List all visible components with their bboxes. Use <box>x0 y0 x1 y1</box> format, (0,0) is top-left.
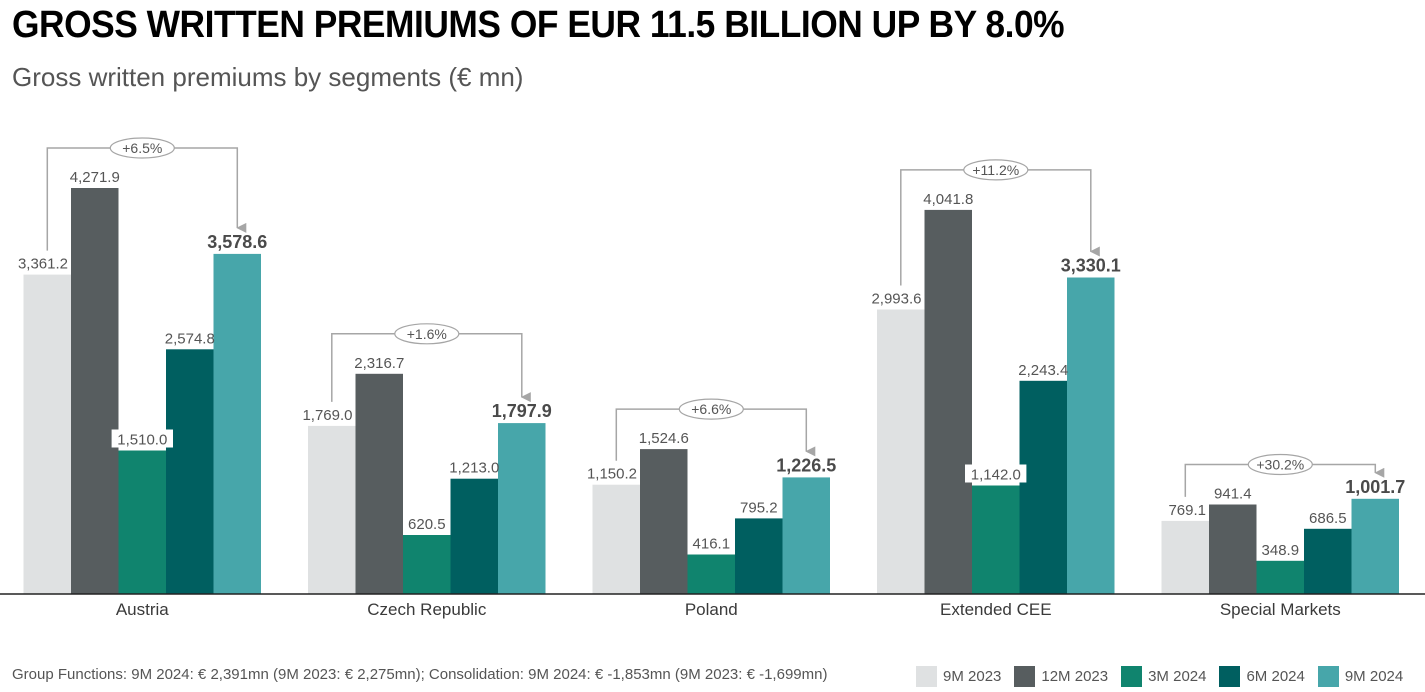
bar-special-markets-6m-2024 <box>1304 528 1352 594</box>
data-label-background <box>111 429 173 448</box>
legend-item-12m-2023: 12M 2023 <box>1014 666 1108 687</box>
bar-special-markets-12m-2023 <box>1209 504 1257 594</box>
data-label: 686.5 <box>1309 510 1347 527</box>
category-label: Special Markets <box>1220 600 1341 619</box>
page-title: GROSS WRITTEN PREMIUMS OF EUR 11.5 BILLI… <box>12 4 1065 46</box>
growth-label: +6.5% <box>122 140 162 156</box>
bar-austria-6m-2024 <box>166 349 214 594</box>
bar-austria-9m-2023 <box>23 274 71 594</box>
legend-item-9m-2024: 9M 2024 <box>1317 666 1404 687</box>
legend-item-9m-2023: 9M 2023 <box>916 666 1001 687</box>
bar-special-markets-9m-2024 <box>1351 498 1399 594</box>
data-label: 769.1 <box>1168 502 1206 519</box>
data-label: 1,142.0 <box>971 467 1021 484</box>
data-label: 4,271.9 <box>70 169 120 186</box>
bar-austria-3m-2024 <box>118 450 166 594</box>
data-label: 941.4 <box>1214 486 1252 503</box>
bar-poland-12m-2023 <box>640 449 688 594</box>
data-label: 2,243.4 <box>1018 362 1068 379</box>
data-label: 620.5 <box>408 516 446 533</box>
data-label-highlight: 1,797.9 <box>492 401 552 421</box>
growth-badge <box>109 137 175 159</box>
bar-extended-cee-3m-2024 <box>972 485 1020 594</box>
data-label: 4,041.8 <box>923 191 973 208</box>
data-label-highlight: 1,226.5 <box>776 455 836 475</box>
bar-czech-republic-6m-2024 <box>450 478 498 594</box>
data-label: 2,316.7 <box>354 355 404 372</box>
chart-subtitle: Gross written premiums by segments (€ mn… <box>12 62 524 92</box>
legend-label: 9M 2024 <box>1344 668 1404 685</box>
bar-extended-cee-6m-2024 <box>1019 380 1067 594</box>
data-label: 1,150.2 <box>587 466 637 483</box>
legend-label: 9M 2023 <box>943 668 1002 685</box>
legend-item-6m-2024: 6M 2024 <box>1219 666 1305 687</box>
bar-czech-republic-9m-2024 <box>498 423 546 594</box>
data-label: 3,361.2 <box>18 256 68 273</box>
bar-austria-9m-2024 <box>213 253 261 594</box>
data-label-background <box>404 514 450 532</box>
data-label: 2,993.6 <box>871 291 921 308</box>
data-label: 416.1 <box>693 536 731 553</box>
growth-label: +11.2% <box>972 162 1019 178</box>
data-label-highlight: 3,578.6 <box>207 232 267 252</box>
data-label-background <box>1257 539 1303 558</box>
category-label: Austria <box>116 600 169 619</box>
data-label: 1,510.0 <box>117 432 167 449</box>
footnote: Group Functions: 9M 2024: € 2,391mn (9M … <box>12 666 828 683</box>
data-label: 1,524.6 <box>639 430 689 447</box>
growth-label: +6.6% <box>691 401 731 417</box>
legend-item-3m-2024: 3M 2024 <box>1121 666 1206 687</box>
category-label: Czech Republic <box>367 600 487 619</box>
data-label: 795.2 <box>740 499 778 516</box>
legend-swatch <box>1317 666 1339 687</box>
growth-badge <box>1247 453 1313 476</box>
legend-swatch <box>1121 666 1143 687</box>
data-label-background <box>688 533 734 552</box>
bar-poland-6m-2024 <box>735 518 783 594</box>
bar-poland-9m-2023 <box>592 484 640 594</box>
data-label: 1,769.0 <box>302 407 352 424</box>
bar-czech-republic-12m-2023 <box>355 373 403 594</box>
legend-label: 3M 2024 <box>1148 668 1207 685</box>
legend-label: 12M 2023 <box>1041 668 1109 685</box>
growth-label: +30.2% <box>1256 457 1304 473</box>
bar-extended-cee-9m-2024 <box>1067 277 1115 594</box>
bar-extended-cee-12m-2023 <box>924 209 972 594</box>
data-label: 1,213.0 <box>449 460 499 477</box>
growth-badge <box>963 159 1029 181</box>
bar-extended-cee-9m-2023 <box>877 309 925 594</box>
bar-czech-republic-9m-2023 <box>308 425 356 594</box>
category-label: Poland <box>685 600 738 619</box>
legend-swatch <box>916 666 937 687</box>
bar-austria-12m-2023 <box>71 188 119 594</box>
growth-label: +1.6% <box>407 326 447 342</box>
legend-label: 6M 2024 <box>1246 668 1305 685</box>
bar-special-markets-3m-2024 <box>1256 560 1304 594</box>
data-label: 2,574.8 <box>165 330 215 347</box>
bar-czech-republic-3m-2024 <box>403 535 451 594</box>
chart-legend: 9M 2023 12M 2023 3M 2024 6M 2024 9M 2024 <box>916 666 1403 687</box>
growth-badge <box>394 323 460 345</box>
data-label-background <box>965 464 1027 483</box>
bar-special-markets-9m-2023 <box>1161 520 1209 594</box>
bar-poland-9m-2024 <box>782 477 830 594</box>
data-label-highlight: 1,001.7 <box>1345 477 1405 497</box>
category-label: Extended CEE <box>940 600 1052 619</box>
growth-badge <box>678 398 744 420</box>
data-label-highlight: 3,330.1 <box>1061 256 1121 276</box>
bar-poland-3m-2024 <box>687 554 735 594</box>
legend-swatch <box>1219 666 1241 687</box>
legend-swatch <box>1014 666 1036 687</box>
data-label: 348.9 <box>1262 542 1300 559</box>
